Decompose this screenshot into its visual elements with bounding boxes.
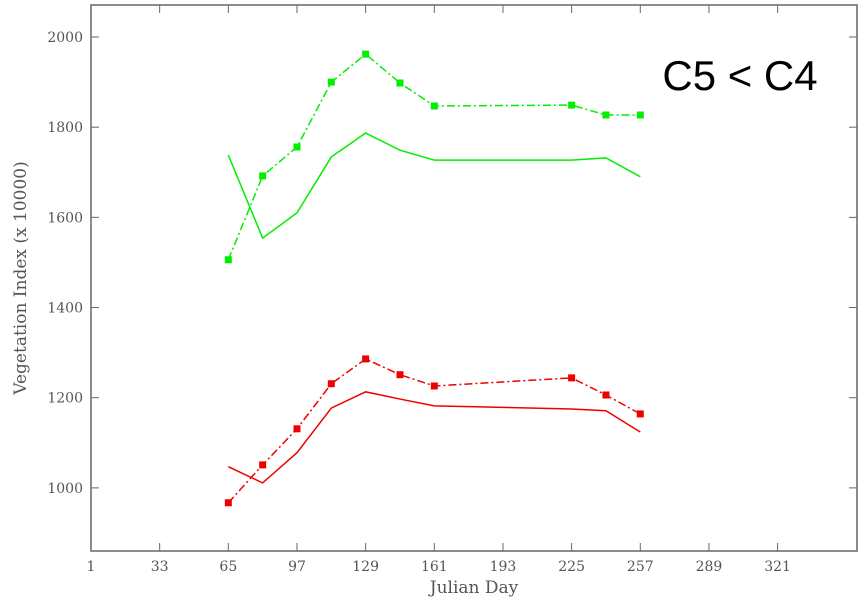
x-tick-label: 257: [627, 559, 654, 575]
x-tick-label: 33: [151, 559, 169, 575]
x-tick-label: 129: [352, 559, 379, 575]
point-marker: [224, 499, 232, 507]
annotation: C5 < C4: [662, 52, 817, 99]
point-marker: [636, 410, 644, 418]
point-marker: [259, 172, 267, 180]
point-marker: [636, 111, 644, 119]
point-marker: [362, 355, 370, 363]
point-marker: [602, 111, 610, 119]
point-marker: [362, 50, 370, 58]
y-tick-label: 1600: [47, 210, 83, 226]
point-marker: [224, 256, 232, 264]
x-tick-label: 65: [219, 559, 237, 575]
point-marker: [259, 461, 267, 469]
y-tick-label: 1000: [47, 481, 83, 497]
x-tick-label: 321: [764, 559, 791, 575]
y-tick-label: 1400: [47, 301, 83, 317]
series-line: [227, 358, 641, 504]
point-marker: [327, 78, 335, 86]
x-tick-label: 289: [696, 559, 723, 575]
x-axis-label: Julian Day: [428, 578, 519, 598]
y-tick-label: 1200: [47, 391, 83, 407]
point-marker: [293, 425, 301, 433]
series-line: [228, 391, 641, 484]
x-tick-label: 1: [87, 559, 96, 575]
y-axis-label: Vegetation Index (x 10000): [11, 161, 31, 395]
x-tick-label: 161: [421, 559, 448, 575]
point-marker: [293, 143, 301, 151]
series-line: [227, 53, 641, 261]
y-tick-label: 2000: [47, 30, 83, 46]
point-marker: [327, 380, 335, 388]
x-tick-label: 225: [558, 559, 585, 575]
series-line: [227, 132, 641, 240]
x-tick-label: 97: [288, 559, 306, 575]
point-marker: [396, 371, 404, 379]
x-tick-label: 193: [490, 559, 517, 575]
point-marker: [430, 102, 438, 110]
point-marker: [430, 382, 438, 390]
plot-frame: [90, 4, 858, 552]
point-marker: [602, 391, 610, 399]
point-marker: [568, 374, 576, 382]
point-marker: [396, 79, 404, 87]
point-marker: [568, 101, 576, 109]
y-tick-label: 1800: [47, 120, 83, 136]
